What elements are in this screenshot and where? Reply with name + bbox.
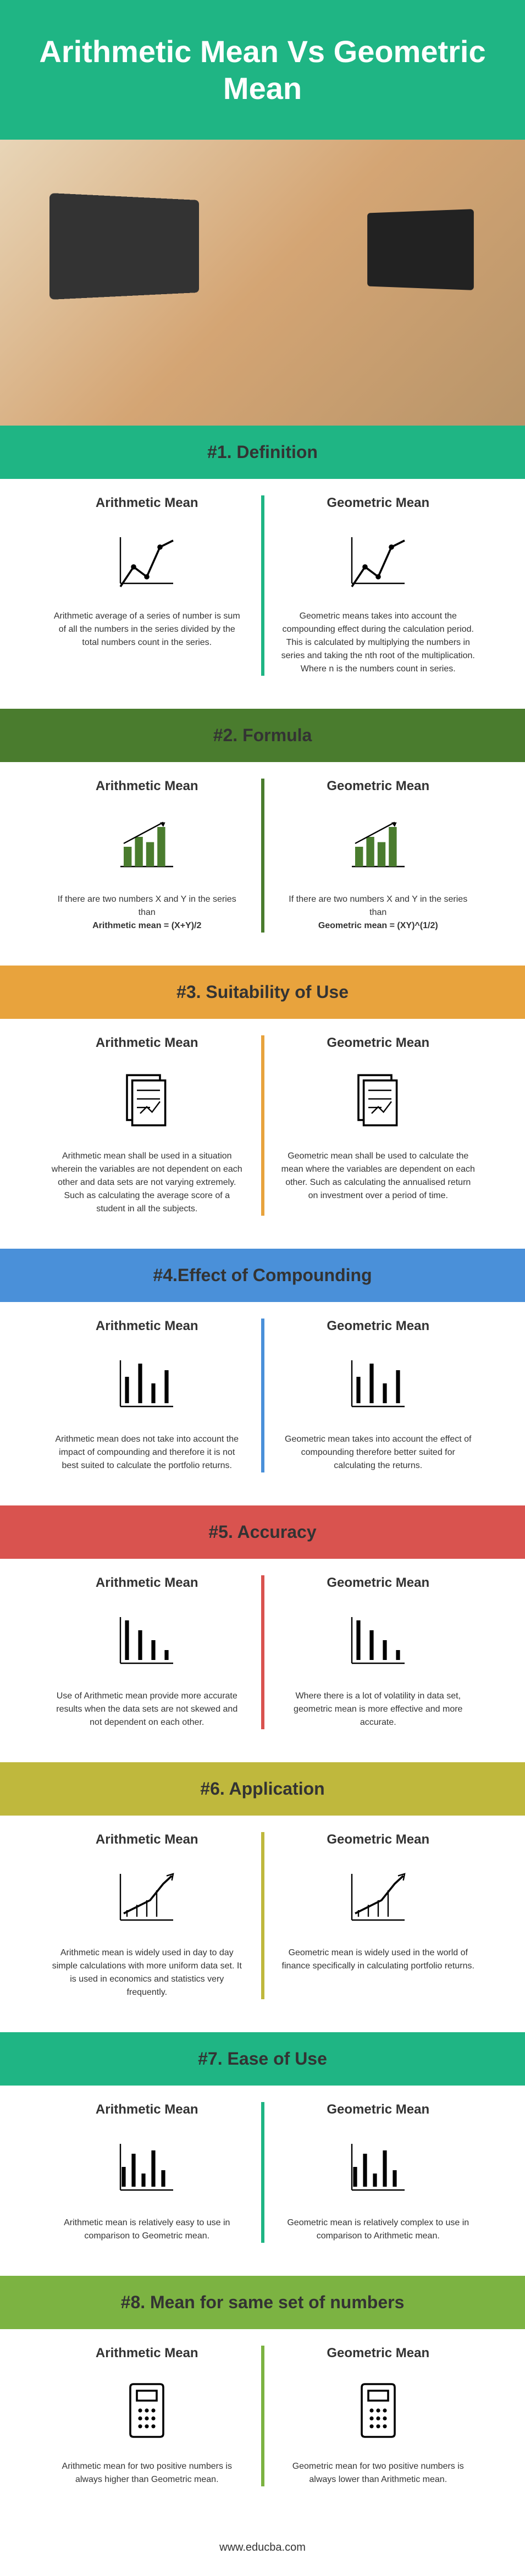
right-col: Geometric Mean Geometric mean for two po… — [264, 2346, 493, 2486]
left-title: Arithmetic Mean — [49, 1319, 245, 1334]
left-icon — [114, 1864, 180, 1930]
right-icon — [345, 1607, 411, 1673]
left-col: Arithmetic Mean Arithmetic mean shall be… — [33, 1035, 261, 1216]
left-text: Arithmetic mean for two positive numbers… — [49, 2460, 245, 2486]
left-text: Arithmetic mean shall be used in a situa… — [49, 1150, 245, 1216]
right-text: Geometric mean is widely used in the wor… — [281, 1946, 476, 1973]
left-icon — [114, 1067, 180, 1133]
main-title: Arithmetic Mean Vs Geometric Mean — [22, 33, 503, 107]
left-col: Arithmetic Mean Arithmetic mean does not… — [33, 1319, 261, 1472]
right-col: Geometric Mean Geometric mean takes into… — [264, 1319, 493, 1472]
section-header-7: #7. Ease of Use — [0, 2032, 525, 2086]
comparison-row-3: Arithmetic Mean Arithmetic mean shall be… — [0, 1019, 525, 1249]
right-text: Where there is a lot of volatility in da… — [281, 1690, 476, 1729]
comparison-row-8: Arithmetic Mean Arithmetic mean for two … — [0, 2329, 525, 2519]
left-col: Arithmetic Mean Arithmetic mean is relat… — [33, 2102, 261, 2243]
left-text: Arithmetic mean is relatively easy to us… — [49, 2216, 245, 2243]
left-text: Arithmetic average of a series of number… — [49, 610, 245, 649]
section-header-2: #2. Formula — [0, 709, 525, 762]
right-text: Geometric mean is relatively complex to … — [281, 2216, 476, 2243]
left-icon — [114, 1607, 180, 1673]
right-col: Geometric Mean Geometric mean is widely … — [264, 1832, 493, 1999]
left-text: Use of Arithmetic mean provide more accu… — [49, 1690, 245, 1729]
left-icon — [114, 2378, 180, 2443]
footer: www.educba.com — [0, 2519, 525, 2576]
right-icon — [345, 527, 411, 593]
left-col: Arithmetic Mean If there are two numbers… — [33, 779, 261, 933]
right-col: Geometric Mean Geometric mean is relativ… — [264, 2102, 493, 2243]
right-text: Geometric mean takes into account the ef… — [281, 1433, 476, 1472]
left-col: Arithmetic Mean Arithmetic mean for two … — [33, 2346, 261, 2486]
comparison-row-5: Arithmetic Mean Use of Arithmetic mean p… — [0, 1559, 525, 1762]
infographic-container: Arithmetic Mean Vs Geometric Mean #1. De… — [0, 0, 525, 2576]
right-icon — [345, 1067, 411, 1133]
section-header-4: #4.Effect of Compounding — [0, 1249, 525, 1302]
left-title: Arithmetic Mean — [49, 495, 245, 511]
left-text: If there are two numbers X and Y in the … — [49, 893, 245, 933]
section-header-8: #8. Mean for same set of numbers — [0, 2276, 525, 2329]
right-col: Geometric Mean If there are two numbers … — [264, 779, 493, 933]
right-icon — [345, 2134, 411, 2200]
right-title: Geometric Mean — [281, 495, 476, 511]
comparison-row-2: Arithmetic Mean If there are two numbers… — [0, 762, 525, 966]
comparison-row-6: Arithmetic Mean Arithmetic mean is widel… — [0, 1816, 525, 2032]
right-title: Geometric Mean — [281, 2346, 476, 2361]
left-text: Arithmetic mean is widely used in day to… — [49, 1946, 245, 1999]
section-header-1: #1. Definition — [0, 426, 525, 479]
right-col: Geometric Mean Geometric mean shall be u… — [264, 1035, 493, 1216]
right-title: Geometric Mean — [281, 1832, 476, 1847]
right-icon — [345, 1350, 411, 1416]
left-title: Arithmetic Mean — [49, 1832, 245, 1847]
right-icon — [345, 2378, 411, 2443]
left-text: Arithmetic mean does not take into accou… — [49, 1433, 245, 1472]
hero-image — [0, 140, 525, 426]
comparison-row-7: Arithmetic Mean Arithmetic mean is relat… — [0, 2086, 525, 2276]
right-icon — [345, 810, 411, 876]
header: Arithmetic Mean Vs Geometric Mean — [0, 0, 525, 140]
left-col: Arithmetic Mean Arithmetic average of a … — [33, 495, 261, 676]
section-header-6: #6. Application — [0, 1762, 525, 1816]
left-col: Arithmetic Mean Use of Arithmetic mean p… — [33, 1575, 261, 1729]
left-col: Arithmetic Mean Arithmetic mean is widel… — [33, 1832, 261, 1999]
right-title: Geometric Mean — [281, 2102, 476, 2117]
left-title: Arithmetic Mean — [49, 779, 245, 794]
left-icon — [114, 810, 180, 876]
right-text: Geometric mean for two positive numbers … — [281, 2460, 476, 2486]
right-col: Geometric Mean Where there is a lot of v… — [264, 1575, 493, 1729]
sections-container: #1. Definition Arithmetic Mean Arithmeti… — [0, 426, 525, 2519]
right-title: Geometric Mean — [281, 779, 476, 794]
right-text: Geometric means takes into account the c… — [281, 610, 476, 676]
right-title: Geometric Mean — [281, 1035, 476, 1051]
left-title: Arithmetic Mean — [49, 2346, 245, 2361]
right-title: Geometric Mean — [281, 1575, 476, 1591]
left-title: Arithmetic Mean — [49, 2102, 245, 2117]
section-header-5: #5. Accuracy — [0, 1505, 525, 1559]
footer-text: www.educba.com — [219, 2541, 306, 2553]
comparison-row-1: Arithmetic Mean Arithmetic average of a … — [0, 479, 525, 709]
left-title: Arithmetic Mean — [49, 1575, 245, 1591]
left-icon — [114, 527, 180, 593]
comparison-row-4: Arithmetic Mean Arithmetic mean does not… — [0, 1302, 525, 1505]
left-title: Arithmetic Mean — [49, 1035, 245, 1051]
right-text: Geometric mean shall be used to calculat… — [281, 1150, 476, 1202]
right-icon — [345, 1864, 411, 1930]
left-icon — [114, 1350, 180, 1416]
right-col: Geometric Mean Geometric means takes int… — [264, 495, 493, 676]
right-title: Geometric Mean — [281, 1319, 476, 1334]
left-icon — [114, 2134, 180, 2200]
section-header-3: #3. Suitability of Use — [0, 966, 525, 1019]
right-text: If there are two numbers X and Y in the … — [281, 893, 476, 933]
